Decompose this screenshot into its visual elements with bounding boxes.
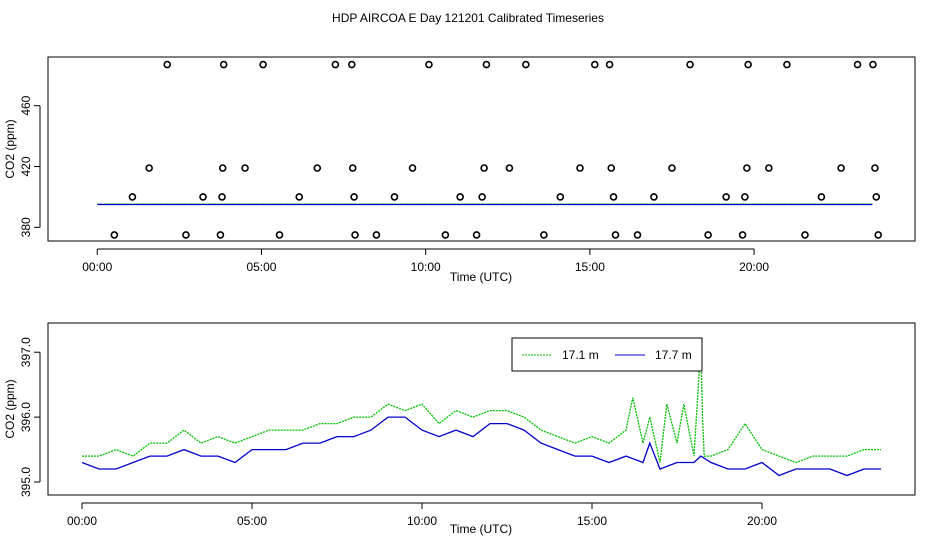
calibration-point	[275, 231, 284, 239]
y-tick-label: 420	[19, 156, 33, 176]
calibration-panel: 380 420 460 00:00 05:00 10:00 15:00 20:00 Time…	[3, 56, 916, 284]
x-axis-title: Time (UTC)	[450, 522, 512, 536]
calibration-point	[425, 60, 433, 69]
calibration-point	[591, 60, 599, 69]
x-tick-label: 00:00	[82, 260, 112, 274]
series-line-17-1-m	[82, 345, 881, 464]
calibration-point	[313, 164, 322, 172]
legend: 17.1 m 17.7 m	[511, 337, 703, 372]
calibration-point	[216, 231, 225, 239]
calibration-point	[611, 231, 620, 239]
y-tick-label: 380	[19, 217, 33, 237]
x-tick-label: 15:00	[575, 260, 605, 274]
calibration-point	[480, 164, 488, 172]
calibration-point	[869, 60, 877, 69]
calibration-point	[556, 193, 565, 201]
calibration-point	[741, 193, 749, 201]
calibration-point	[576, 164, 584, 172]
calibration-point	[218, 193, 226, 201]
calibration-point	[163, 60, 172, 69]
timeseries-panel: 395.0 396.0 397.0 00:00 05:00 10:00 15:00 20:0…	[3, 322, 916, 536]
y-tick-label: 397.0	[19, 337, 33, 367]
calibration-point	[348, 164, 357, 172]
calibration-point	[609, 193, 618, 201]
y-axis: 395.0 396.0 397.0	[19, 337, 41, 497]
calibration-point	[182, 231, 190, 239]
x-axis-title: Time (UTC)	[450, 270, 512, 284]
x-tick-label: 05:00	[237, 514, 267, 528]
calibration-point	[837, 164, 845, 172]
calibration-point	[522, 60, 530, 69]
calibration-point	[441, 231, 450, 239]
calibration-point	[874, 231, 883, 239]
calibration-point	[110, 231, 119, 239]
y-tick-label: 460	[19, 95, 33, 115]
calibration-point	[817, 193, 826, 201]
calibration-point	[218, 164, 227, 172]
y-tick-label: 395.0	[19, 467, 33, 497]
calibration-point	[650, 193, 658, 201]
calibration-point	[351, 231, 359, 239]
calibration-point	[871, 164, 879, 172]
calibration-point	[350, 193, 358, 201]
calibration-point	[145, 164, 153, 172]
x-tick-label: 00:00	[67, 514, 97, 528]
calibration-point	[478, 193, 486, 201]
calibration-point	[743, 164, 751, 172]
calibration-point	[482, 60, 491, 69]
figure-title: HDP AIRCOA E Day 121201 Calibrated Times…	[332, 11, 604, 25]
calibration-point	[347, 60, 356, 69]
calibration-point	[686, 60, 694, 69]
calibration-point	[668, 164, 676, 172]
y-tick-label: 396.0	[19, 402, 33, 432]
series-line-17-7-m	[81, 416, 881, 477]
series-group	[81, 345, 881, 477]
plot-frame	[47, 56, 916, 242]
calibration-point	[704, 231, 712, 239]
calibration-point	[801, 231, 809, 239]
x-axis: 00:00 05:00 10:00 15:00 20:00	[82, 248, 769, 274]
calibration-point	[372, 231, 381, 239]
calibration-point	[259, 60, 267, 69]
calibration-point	[472, 231, 481, 239]
calibration-point	[241, 164, 249, 172]
y-axis: 380 420 460	[19, 95, 41, 237]
x-tick-label: 10:00	[411, 260, 441, 274]
calibration-point	[738, 231, 747, 239]
legend-label-17-7m: 17.7 m	[655, 348, 692, 362]
x-tick-label: 05:00	[246, 260, 276, 274]
calibration-point	[765, 164, 773, 172]
calibration-point	[390, 193, 399, 201]
y-axis-title: CO2 (ppm)	[3, 379, 17, 438]
x-axis: 00:00 05:00 10:00 15:00 20:00	[67, 502, 777, 528]
calibration-point	[456, 193, 464, 201]
x-tick-label: 15:00	[577, 514, 607, 528]
calibration-point	[199, 193, 207, 201]
calibration-point	[872, 193, 881, 201]
calibration-point	[744, 60, 752, 69]
calibration-point	[722, 193, 730, 201]
calibration-points	[110, 60, 883, 239]
x-tick-label: 10:00	[407, 514, 437, 528]
x-tick-label: 20:00	[747, 514, 777, 528]
calibration-point	[540, 231, 548, 239]
calibration-point	[783, 60, 791, 69]
calibration-point	[605, 60, 614, 69]
calibration-point	[633, 231, 642, 239]
calibration-point	[505, 164, 514, 172]
calibration-point	[408, 164, 417, 172]
calibration-point	[607, 164, 616, 172]
calibration-point	[853, 60, 862, 69]
calibration-point	[128, 193, 137, 201]
legend-label-17-1m: 17.1 m	[562, 348, 599, 362]
calibration-point	[331, 60, 340, 69]
plot-frame	[47, 322, 916, 496]
x-tick-label: 20:00	[739, 260, 769, 274]
y-axis-title: CO2 (ppm)	[3, 119, 17, 178]
calibration-point	[295, 193, 304, 201]
calibration-point	[219, 60, 228, 69]
